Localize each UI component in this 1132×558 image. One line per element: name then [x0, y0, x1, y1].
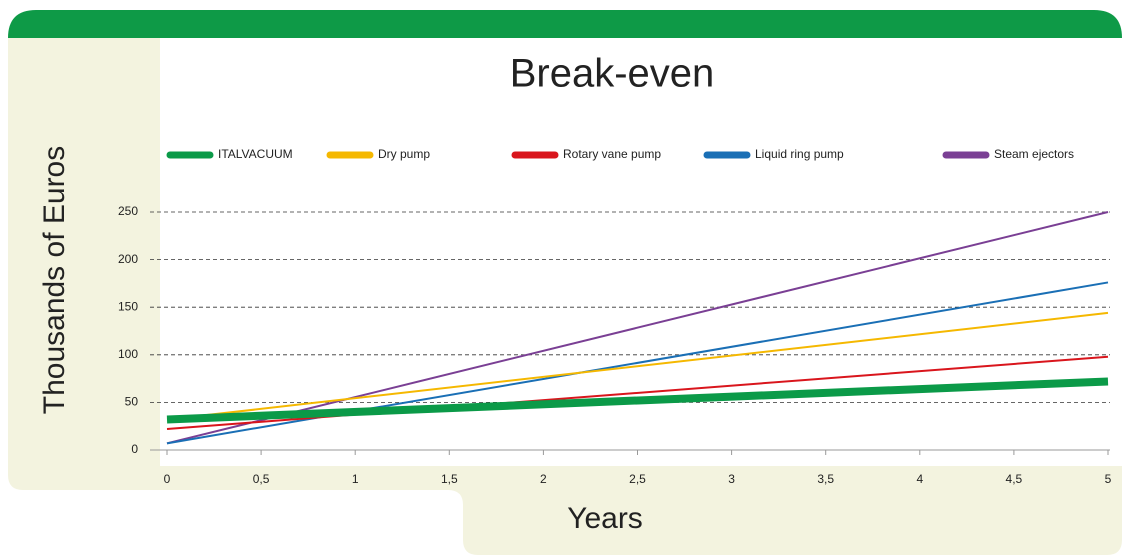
- x-tick-label: 0: [164, 472, 171, 486]
- plot-card: [160, 38, 1122, 466]
- x-tick-label: 3: [728, 472, 735, 486]
- legend-label: Dry pump: [378, 147, 430, 161]
- legend-label: Steam ejectors: [994, 147, 1074, 161]
- legend-label: Rotary vane pump: [563, 147, 661, 161]
- legend-label: Liquid ring pump: [755, 147, 844, 161]
- series-line: [166, 211, 1109, 445]
- series-line: [166, 377, 1109, 424]
- x-tick-label: 5: [1105, 472, 1112, 486]
- y-tick-label: 250: [118, 204, 138, 218]
- y-axis-label: Thousands of Euros: [38, 146, 71, 415]
- x-tick-label: 0,5: [253, 472, 270, 486]
- x-axis-label: Years: [567, 502, 643, 535]
- x-tick-label: 3,5: [817, 472, 834, 486]
- x-tick-label: 1,5: [441, 472, 458, 486]
- x-tick-label: 2: [540, 472, 547, 486]
- y-tick-label: 100: [118, 347, 138, 361]
- chart-title: Break-even: [510, 52, 715, 96]
- x-tick-label: 2,5: [629, 472, 646, 486]
- series-line: [166, 311, 1109, 421]
- legend-label: ITALVACUUM: [218, 147, 293, 161]
- y-tick-label: 0: [131, 442, 138, 456]
- y-tick-label: 200: [118, 252, 138, 266]
- x-tick-label: 4: [916, 472, 923, 486]
- y-tick-label: 50: [125, 395, 139, 409]
- header-band: [8, 10, 1122, 38]
- x-tick-label: 4,5: [1006, 472, 1023, 486]
- y-tick-label: 150: [118, 299, 138, 313]
- x-tick-label: 1: [352, 472, 359, 486]
